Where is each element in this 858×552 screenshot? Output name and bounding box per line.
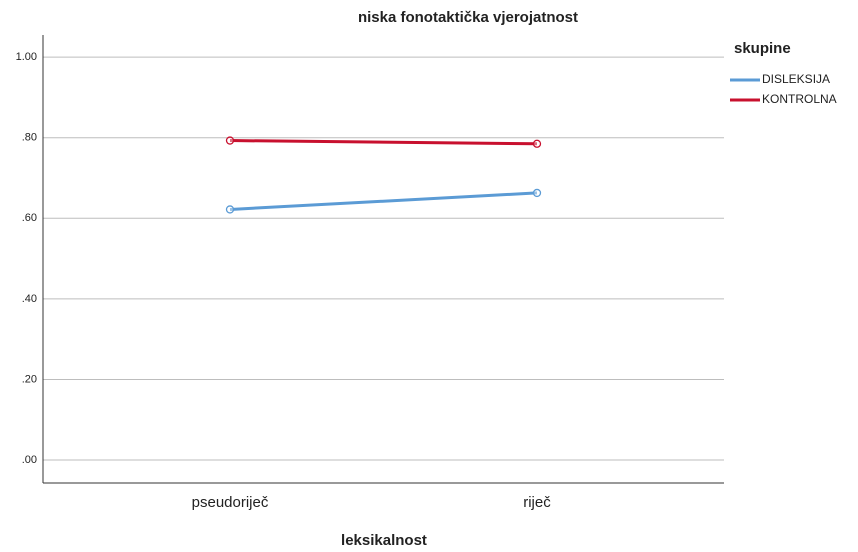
y-tick-label: .40 (22, 293, 37, 305)
y-tick-label: .60 (22, 212, 37, 224)
data-point (532, 188, 542, 198)
y-tick-label: .80 (22, 132, 37, 144)
legend-title: skupine (734, 40, 791, 57)
y-tick-label: .00 (22, 454, 37, 466)
legend-label: KONTROLNA (762, 92, 837, 106)
x-axis-title: leksikalnost (341, 532, 427, 549)
series-line (229, 191, 538, 211)
y-tick-label: .20 (22, 373, 37, 385)
legend-label: DISLEKSIJA (762, 72, 830, 86)
x-tick-label: riječ (523, 494, 551, 511)
data-point (225, 205, 235, 214)
y-tick-label: 1.00 (16, 51, 37, 63)
x-tick-label: pseudoriječ (192, 494, 269, 511)
chart-title: niska fonotaktička vjerojatnost (358, 9, 578, 26)
series-line (229, 139, 538, 146)
data-point (225, 136, 235, 145)
data-point (532, 139, 542, 148)
